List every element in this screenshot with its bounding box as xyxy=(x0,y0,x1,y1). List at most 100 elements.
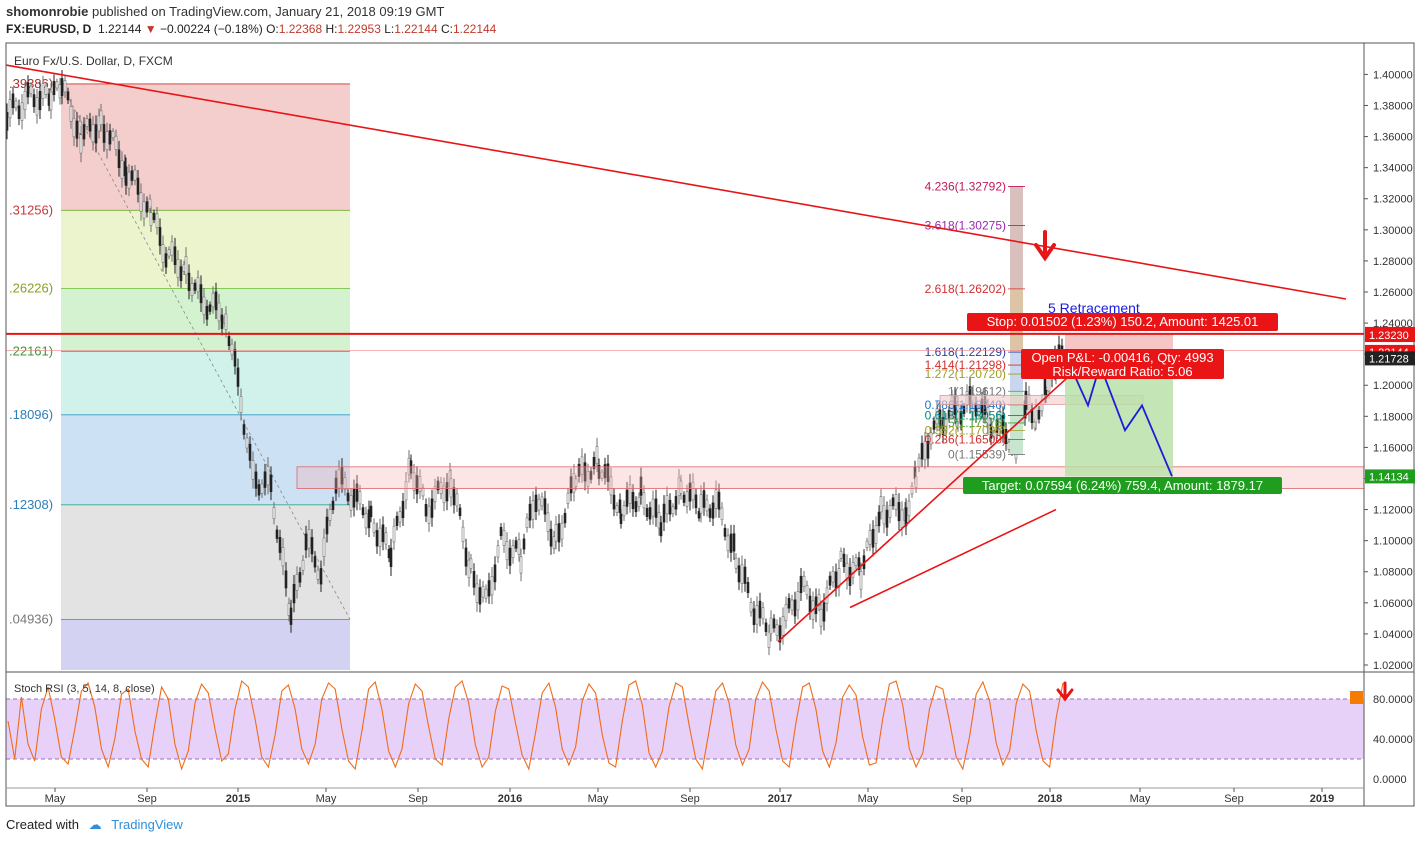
candle-body xyxy=(597,464,601,479)
candle-body xyxy=(205,305,209,320)
candle-body xyxy=(752,608,756,625)
support-trendline-2 xyxy=(849,508,1057,609)
candle-body xyxy=(910,485,914,495)
candle-body xyxy=(395,515,399,526)
candle-body xyxy=(97,115,101,132)
stop-label-text: Stop: 0.01502 (1.23%) 150.2, Amount: 142… xyxy=(987,314,1259,329)
candle-body xyxy=(857,557,861,570)
candle-body xyxy=(796,591,800,611)
candle-body xyxy=(554,524,558,542)
candle-body xyxy=(124,166,128,186)
candle-body xyxy=(164,253,168,268)
candle-body xyxy=(595,446,599,464)
candle-body xyxy=(424,504,428,517)
candle-body xyxy=(839,550,843,559)
candle-body xyxy=(729,533,733,553)
candle-body xyxy=(127,171,131,189)
stop-label-box xyxy=(967,313,1278,331)
candle-body xyxy=(822,602,826,622)
candle-body xyxy=(784,604,788,621)
candle-body xyxy=(105,131,109,150)
data-window-icon[interactable] xyxy=(1350,691,1363,704)
candle-body xyxy=(775,624,779,636)
high-value: 1.22953 xyxy=(337,22,381,36)
candle-body xyxy=(691,481,695,501)
candle-body xyxy=(743,566,747,584)
candle-body xyxy=(436,480,440,491)
candle-body xyxy=(1037,410,1041,420)
fib-zone xyxy=(61,414,350,505)
candle-body xyxy=(1004,429,1008,445)
candle-body xyxy=(257,484,261,496)
candle-body xyxy=(278,537,282,553)
candle-body xyxy=(734,557,738,569)
candle-body xyxy=(577,463,581,477)
candle-body xyxy=(941,417,945,436)
candle-body xyxy=(227,336,231,346)
fib-level-label: .18096) xyxy=(9,407,53,422)
candle-body xyxy=(511,545,515,559)
candle-body xyxy=(75,120,79,139)
candle-body xyxy=(331,500,335,510)
candle-body xyxy=(959,411,963,425)
candle-body xyxy=(720,507,724,521)
candle-body xyxy=(639,476,643,496)
symbol-name[interactable]: FX:EURUSD, D xyxy=(6,22,92,36)
candle-body xyxy=(173,246,177,265)
candle-body xyxy=(224,313,228,330)
candle-body xyxy=(85,118,89,127)
candle-body xyxy=(55,81,59,89)
candle-body xyxy=(834,571,838,589)
candle-body xyxy=(1034,406,1038,423)
candle-body xyxy=(923,440,927,461)
time-tick-label: Sep xyxy=(952,793,972,805)
candle-body xyxy=(799,575,803,593)
candle-body xyxy=(634,501,638,513)
author-link[interactable]: shomonrobie xyxy=(6,4,89,19)
time-tick-label: May xyxy=(316,793,337,805)
candle-body xyxy=(917,457,921,468)
tradingview-brand[interactable]: TradingView xyxy=(111,817,183,832)
fib-zone xyxy=(61,504,350,620)
candle-body xyxy=(767,631,771,648)
candle-body xyxy=(944,418,948,432)
candle-body xyxy=(904,507,908,527)
publish-text: published on TradingView.com, January 21… xyxy=(91,4,445,19)
candle-body xyxy=(442,485,446,504)
main-pane[interactable]: .39386).31256).26226).22161).18096).1230… xyxy=(5,64,1365,670)
candle-body xyxy=(346,492,350,502)
candle-body xyxy=(199,284,203,304)
trendline-upper xyxy=(5,64,1347,300)
candle-body xyxy=(364,513,368,529)
candle-body xyxy=(566,492,570,504)
candle-body xyxy=(401,500,405,519)
candle-body xyxy=(29,85,33,95)
price-badge-label: 1.21728 xyxy=(1369,353,1409,365)
stoch-tick-label: 0.0000 xyxy=(1373,774,1407,786)
candle-body xyxy=(176,259,180,278)
candle-body xyxy=(628,484,632,504)
candle-body xyxy=(430,498,434,518)
candle-body xyxy=(272,507,276,520)
stoch-pane[interactable] xyxy=(6,679,1364,771)
candle-body xyxy=(694,494,698,509)
candle-body xyxy=(947,410,951,419)
candle-body xyxy=(790,599,794,611)
candle-body xyxy=(310,537,314,555)
candle-body xyxy=(469,558,473,569)
candle-body xyxy=(758,600,762,619)
tradingview-logo-icon[interactable]: ☁ xyxy=(88,817,102,832)
time-tick-label: Sep xyxy=(680,793,700,805)
candle-body xyxy=(714,489,718,509)
candle-body xyxy=(475,583,479,603)
open-label: O: xyxy=(266,22,279,36)
candle-body xyxy=(337,469,341,489)
candle-body xyxy=(711,502,715,519)
candle-body xyxy=(461,526,465,543)
candle-body xyxy=(560,522,564,540)
last-price: 1.22144 xyxy=(98,22,142,36)
candle-body xyxy=(349,495,353,511)
candle-body xyxy=(685,491,689,507)
candle-body xyxy=(427,505,431,524)
